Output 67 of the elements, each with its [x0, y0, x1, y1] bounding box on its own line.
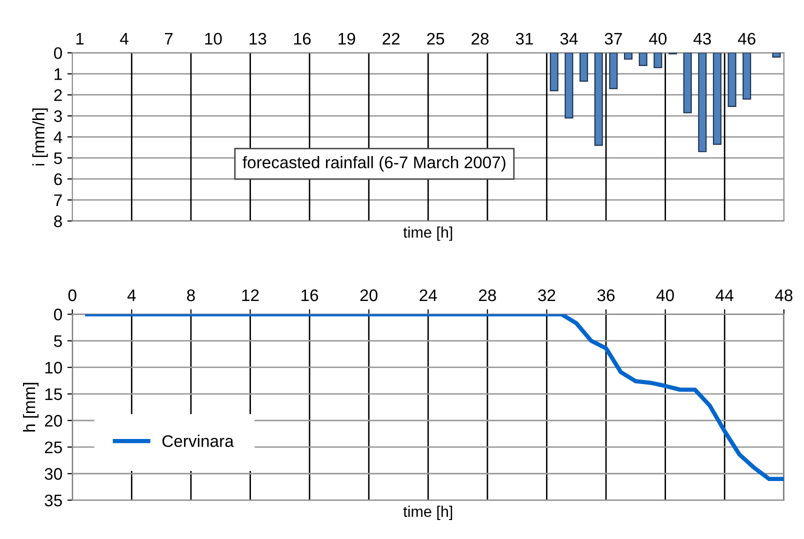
- y-tick-label: 0: [54, 308, 62, 320]
- y-axis-title: h [mm]: [23, 382, 39, 432]
- y-tick-label: 15: [45, 388, 62, 400]
- x-tick-label: 0: [68, 289, 76, 302]
- x-tick-label: 40: [656, 289, 674, 302]
- x-tick-label: 44: [716, 290, 734, 302]
- x-tick-label: 16: [302, 289, 318, 302]
- x-tick-label: 16: [294, 32, 311, 45]
- x-tick-label: 4: [127, 290, 136, 302]
- x-tick-label: 36: [597, 289, 615, 302]
- y-tick-label: 0: [54, 47, 62, 60]
- annotation: forecasted rainfall (6-7 March 2007): [242, 156, 506, 172]
- x-tick-label: 43: [693, 32, 711, 45]
- x-tick-label: 4: [120, 33, 128, 45]
- y-tick-label: 25: [44, 441, 62, 454]
- bar: [712, 52, 722, 145]
- x-tick-label: 20: [360, 289, 378, 302]
- x-tick-label: 28: [478, 289, 496, 302]
- bar: [698, 52, 707, 152]
- x-tick-label: 46: [738, 32, 756, 45]
- y-tick-label: 3: [54, 110, 62, 122]
- x-tick-label: 24: [420, 289, 437, 302]
- x-tick-label: 34: [560, 32, 578, 45]
- bar: [638, 52, 648, 66]
- bar: [654, 52, 662, 68]
- y-tick-label: 2: [54, 89, 62, 101]
- y-tick-label: 5: [54, 152, 62, 164]
- x-tick-label: 7: [164, 33, 173, 45]
- x-tick-label: 22: [382, 32, 400, 45]
- x-tick-label: 48: [775, 289, 792, 302]
- y-tick-label: 20: [44, 414, 62, 427]
- x-tick-label: 19: [338, 32, 356, 45]
- y-tick-label: 30: [44, 468, 62, 480]
- x-axis-title: time [h]: [403, 226, 452, 241]
- x-tick-label: 10: [205, 32, 222, 45]
- x-tick-label: 12: [242, 289, 259, 302]
- x-tick-label: 28: [472, 32, 489, 45]
- legend-label: Cervinara: [162, 434, 234, 448]
- y-axis-title: i [mm/h]: [32, 108, 48, 166]
- bar: [683, 52, 692, 114]
- x-tick-label: 31: [516, 32, 533, 45]
- x-axis-title: time [h]: [403, 506, 452, 520]
- y-tick-label: 10: [45, 362, 62, 374]
- bar: [594, 52, 603, 146]
- y-tick-label: 7: [54, 194, 62, 206]
- x-tick-label: 1: [76, 33, 84, 45]
- x-tick-label: 8: [187, 289, 195, 302]
- y-tick-label: 1: [54, 68, 62, 80]
- x-tick-label: 25: [427, 32, 444, 45]
- bar: [564, 52, 574, 119]
- y-tick-label: 5: [54, 335, 62, 348]
- bar: [624, 52, 633, 60]
- bar: [550, 52, 558, 92]
- y-tick-label: 8: [54, 215, 62, 228]
- bar: [742, 52, 752, 100]
- bar: [728, 52, 736, 107]
- x-tick-label: 32: [538, 289, 556, 302]
- line-series: [85, 314, 784, 482]
- bar: [609, 52, 618, 90]
- x-tick-label: 13: [250, 32, 266, 45]
- bar: [580, 52, 588, 82]
- x-tick-label: 37: [604, 32, 622, 45]
- bar: [772, 52, 781, 58]
- y-tick-label: 35: [44, 494, 62, 506]
- x-tick-label: 40: [649, 32, 667, 45]
- y-tick-label: 4: [54, 131, 62, 143]
- y-tick-label: 6: [54, 173, 62, 186]
